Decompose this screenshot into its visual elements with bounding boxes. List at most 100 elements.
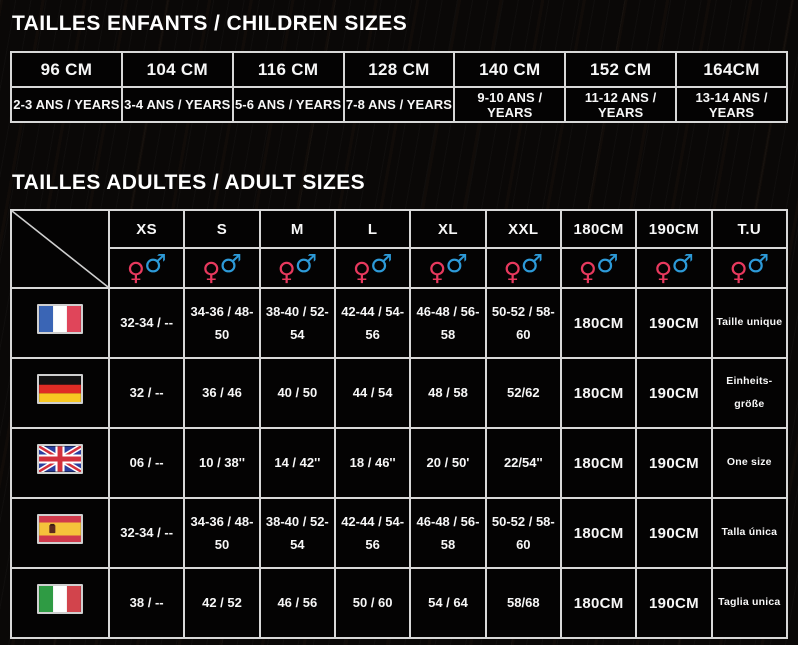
children-size-cell: 140 CM bbox=[453, 51, 567, 88]
female-icon: ♀ bbox=[503, 256, 522, 286]
size-value: 38 / -- bbox=[107, 567, 186, 639]
adult-size-header-row: XS S M L XL XXL 180CM 190CM T.U bbox=[10, 209, 789, 289]
male-icon: ♂ bbox=[219, 248, 242, 278]
gender-cell: ♀ ♂ bbox=[258, 247, 336, 289]
table-row-spain: 32-34 / -- 34-36 / 48-50 38-40 / 52-54 4… bbox=[10, 497, 789, 569]
size-value: Einheits- größe bbox=[710, 357, 789, 429]
size-value: 180CM bbox=[559, 427, 638, 499]
size-value: 50-52 / 58-60 bbox=[484, 497, 562, 569]
size-value: Taglia unica bbox=[710, 567, 789, 639]
children-age-cell: 2-3 ANS / YEARS bbox=[10, 86, 123, 123]
children-age-cell: 9-10 ANS / YEARS bbox=[453, 86, 567, 123]
size-value: 20 / 50' bbox=[409, 427, 487, 499]
size-value: 38-40 / 52-54 bbox=[258, 287, 336, 359]
size-value: 190CM bbox=[635, 427, 713, 499]
flag-cell bbox=[10, 357, 110, 429]
gender-cell: ♀ ♂ bbox=[409, 247, 487, 289]
male-icon: ♂ bbox=[144, 248, 167, 278]
size-value: One size bbox=[710, 427, 789, 499]
gender-cell: ♀ ♂ bbox=[559, 247, 638, 289]
children-size-cell: 152 CM bbox=[564, 51, 678, 88]
size-header-tu: T.U bbox=[710, 209, 789, 249]
size-value: 50-52 / 58-60 bbox=[484, 287, 562, 359]
size-value: 180CM bbox=[559, 287, 638, 359]
diagonal-line bbox=[12, 211, 108, 287]
size-value: 190CM bbox=[635, 567, 713, 639]
size-header-l: L bbox=[333, 209, 412, 249]
adult-sizes-table: XS S M L XL XXL 180CM 190CM T.U ♀ ♂ ♀ ♂ ♀ ♂… bbox=[10, 209, 789, 639]
children-size-cell: 128 CM bbox=[342, 51, 456, 88]
table-row-uk: 06 / -- 10 / 38'' 14 / 42'' 18 / 46'' 20… bbox=[10, 427, 789, 499]
flag-cell bbox=[10, 497, 110, 569]
size-value: 32-34 / -- bbox=[107, 497, 186, 569]
male-icon: ♂ bbox=[671, 248, 694, 278]
size-value: Taille unique bbox=[710, 287, 789, 359]
size-value: 10 / 38'' bbox=[183, 427, 261, 499]
size-value: 32 / -- bbox=[107, 357, 186, 429]
table-row-germany: 32 / -- 36 / 46 40 / 50 44 / 54 48 / 58 … bbox=[10, 357, 789, 429]
children-size-row: 96 CM 104 CM 116 CM 128 CM 140 CM 152 CM… bbox=[10, 51, 788, 88]
size-value: 40 / 50 bbox=[258, 357, 336, 429]
size-value: 190CM bbox=[635, 287, 713, 359]
size-value: 46-48 / 56-58 bbox=[409, 287, 487, 359]
female-icon: ♀ bbox=[202, 256, 221, 286]
flag-cell bbox=[10, 427, 110, 499]
size-header-xs: XS bbox=[107, 209, 186, 249]
female-icon: ♀ bbox=[578, 256, 598, 286]
size-value: 34-36 / 48-50 bbox=[183, 497, 261, 569]
gender-cell: ♀ ♂ bbox=[484, 247, 562, 289]
children-size-cell: 96 CM bbox=[10, 51, 123, 88]
children-age-cell: 13-14 ANS / YEARS bbox=[675, 86, 788, 123]
size-value: 46-48 / 56-58 bbox=[409, 497, 487, 569]
children-size-cell: 116 CM bbox=[231, 51, 345, 88]
size-header-xl: XL bbox=[409, 209, 487, 249]
italy-flag-icon bbox=[37, 584, 83, 615]
gender-cell: ♀ ♂ bbox=[107, 247, 186, 289]
male-icon: ♂ bbox=[370, 248, 393, 278]
children-age-cell: 11-12 ANS / YEARS bbox=[564, 86, 678, 123]
size-value: 38-40 / 52-54 bbox=[258, 497, 336, 569]
uk-flag-icon bbox=[37, 444, 83, 475]
corner-cell bbox=[10, 209, 110, 289]
size-value: 22/54'' bbox=[484, 427, 562, 499]
female-icon: ♀ bbox=[126, 256, 146, 286]
size-header-s: S bbox=[183, 209, 261, 249]
female-icon: ♀ bbox=[729, 256, 748, 286]
adult-sizes-title: TAILLES ADULTES / ADULT SIZES bbox=[12, 171, 366, 194]
gender-cell: ♀ ♂ bbox=[333, 247, 412, 289]
size-value: 58/68 bbox=[484, 567, 562, 639]
size-value: 48 / 58 bbox=[409, 357, 487, 429]
spain-flag-icon bbox=[37, 514, 83, 545]
size-value: 06 / -- bbox=[107, 427, 186, 499]
male-icon: ♂ bbox=[520, 248, 544, 278]
size-value: 18 / 46'' bbox=[333, 427, 412, 499]
size-header-xxl: XXL bbox=[484, 209, 562, 249]
children-age-cell: 5-6 ANS / YEARS bbox=[231, 86, 345, 123]
table-row-france: 32-34 / -- 34-36 / 48-50 38-40 / 52-54 4… bbox=[10, 287, 789, 359]
size-value: 190CM bbox=[635, 357, 713, 429]
size-value: 180CM bbox=[559, 497, 638, 569]
size-value: 52/62 bbox=[484, 357, 562, 429]
size-value: 36 / 46 bbox=[183, 357, 261, 429]
size-value: 46 / 56 bbox=[258, 567, 336, 639]
female-icon: ♀ bbox=[277, 256, 296, 286]
female-icon: ♀ bbox=[654, 256, 673, 286]
female-icon: ♀ bbox=[352, 256, 372, 286]
germany-flag-icon bbox=[37, 374, 83, 405]
children-size-cell: 164CM bbox=[675, 51, 788, 88]
female-icon: ♀ bbox=[428, 256, 447, 286]
male-icon: ♂ bbox=[294, 248, 318, 278]
size-value: 54 / 64 bbox=[409, 567, 487, 639]
size-value: 190CM bbox=[635, 497, 713, 569]
size-value: 42 / 52 bbox=[183, 567, 261, 639]
male-icon: ♂ bbox=[445, 248, 468, 278]
gender-cell: ♀ ♂ bbox=[710, 247, 789, 289]
size-value: 50 / 60 bbox=[333, 567, 412, 639]
size-value: 34-36 / 48-50 bbox=[183, 287, 261, 359]
gender-symbols-row: ♀ ♂ ♀ ♂ ♀ ♂ ♀ ♂ ♀ ♂ ♀ ♂ ♀ ♂ ♀ ♂ ♀ ♂ bbox=[11, 247, 789, 289]
size-value: 32-34 / -- bbox=[107, 287, 186, 359]
size-header-m: M bbox=[258, 209, 336, 249]
size-value: 14 / 42'' bbox=[258, 427, 336, 499]
children-size-cell: 104 CM bbox=[120, 51, 234, 88]
children-sizes-table: 96 CM 104 CM 116 CM 128 CM 140 CM 152 CM… bbox=[10, 51, 788, 123]
